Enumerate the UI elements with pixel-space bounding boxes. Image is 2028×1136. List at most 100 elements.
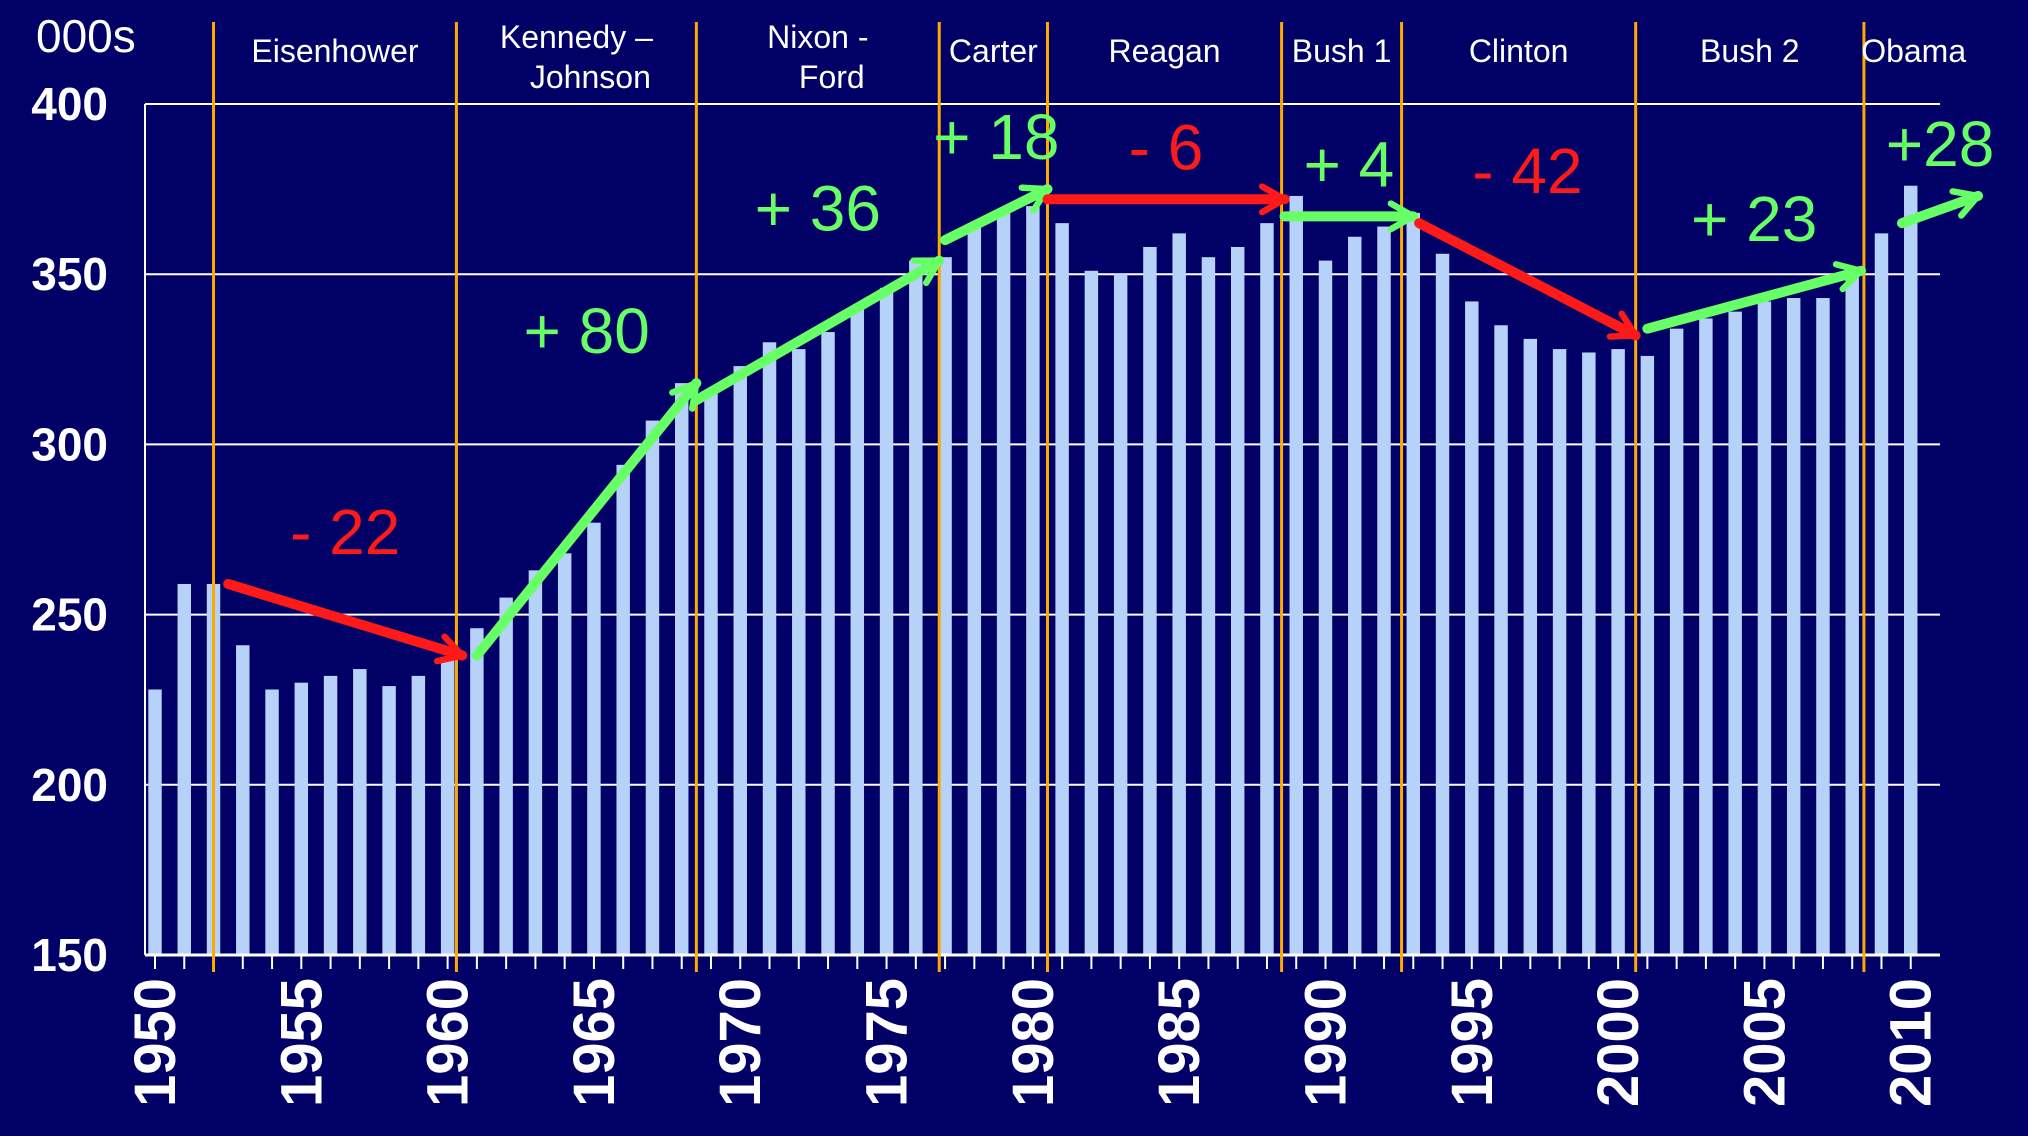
change-arrow <box>940 184 1053 246</box>
bar <box>382 686 396 955</box>
bar <box>616 464 630 955</box>
change-arrow <box>1414 218 1641 341</box>
y-tick-label: 200 <box>31 759 108 811</box>
era-dividers <box>212 22 1866 972</box>
change-label: +28 <box>1886 108 1995 180</box>
change-arrow <box>223 578 468 665</box>
bar <box>1318 260 1333 956</box>
bar <box>1348 236 1362 956</box>
y-tick-label: 350 <box>31 248 108 300</box>
x-tick-label: 2000 <box>1586 978 1651 1107</box>
bar <box>1582 352 1596 955</box>
bar <box>879 287 894 955</box>
change-label: + 80 <box>523 295 649 367</box>
bar <box>1143 246 1157 955</box>
bar <box>294 682 309 955</box>
bar <box>1406 212 1421 956</box>
y-tick-label: 300 <box>31 418 108 470</box>
bar <box>1699 318 1713 955</box>
bar <box>1552 349 1567 955</box>
change-label: - 42 <box>1472 135 1582 207</box>
bar <box>236 645 250 955</box>
unit-label: 000s <box>36 10 136 62</box>
era-label: Bush 2 <box>1700 33 1800 69</box>
x-tick-label: 2010 <box>1879 978 1944 1107</box>
bar <box>1874 233 1889 956</box>
change-arrows: - 22 + 80 + 36 + 18 - 6 + 4 - 42 + 23 +28 <box>223 101 1995 665</box>
bar <box>850 308 865 955</box>
bar <box>1904 185 1918 956</box>
bar <box>1523 338 1538 956</box>
era-label: Kennedy – <box>500 19 653 55</box>
change-label: + 23 <box>1691 183 1817 255</box>
axes: 150 200 250 300 350 400 1950 1955 1960 1965 1970 19… <box>31 78 1943 1107</box>
bar <box>1757 301 1772 955</box>
change-arrow <box>691 255 945 406</box>
bar <box>1465 301 1479 955</box>
bar <box>704 389 718 955</box>
bar <box>821 332 835 955</box>
x-tick-label: 1975 <box>855 978 920 1107</box>
bar <box>499 597 513 955</box>
bar <box>1113 274 1128 955</box>
change-label: - 6 <box>1129 111 1204 183</box>
bar <box>528 570 543 955</box>
bar <box>733 366 747 955</box>
era-label: Nixon - <box>767 19 868 55</box>
bar <box>1230 246 1245 955</box>
bar <box>1084 270 1099 955</box>
era-label: Reagan <box>1109 33 1221 69</box>
bar <box>470 628 484 955</box>
change-label: - 22 <box>290 496 400 568</box>
bar <box>323 675 338 955</box>
bar <box>557 553 572 955</box>
bar <box>792 349 806 955</box>
y-tick-label: 400 <box>31 78 108 130</box>
bar <box>1172 233 1186 956</box>
change-label: + 18 <box>933 101 1059 173</box>
bar <box>411 675 426 955</box>
bar <box>967 223 982 955</box>
bar <box>1201 257 1216 955</box>
bar <box>1640 355 1655 955</box>
change-arrow <box>1642 261 1866 334</box>
chart-text: 000s Eisenhower Kennedy – Johnson Nixon - Fo… <box>36 10 1966 95</box>
bar <box>1377 226 1391 955</box>
change-label: + 36 <box>755 173 881 245</box>
bar <box>1786 298 1801 955</box>
bars <box>148 185 1918 956</box>
x-tick-label: 1950 <box>123 978 188 1107</box>
bar <box>762 342 777 955</box>
bar <box>1260 223 1274 955</box>
x-tick-label: 1980 <box>1001 978 1066 1107</box>
era-label: Obama <box>1861 33 1966 69</box>
bar <box>1845 277 1859 955</box>
era-label: Clinton <box>1469 33 1569 69</box>
bar <box>177 583 191 955</box>
x-tick-label: 1995 <box>1440 978 1505 1107</box>
x-tick-label: 1970 <box>708 978 773 1107</box>
y-tick-label: 250 <box>31 589 108 641</box>
x-tick-label: 1965 <box>562 978 627 1107</box>
era-label: Carter <box>949 33 1038 69</box>
bar <box>1494 325 1508 955</box>
bar <box>1611 349 1625 955</box>
bar <box>909 260 923 956</box>
bar <box>587 522 601 955</box>
y-tick-label: 150 <box>31 929 108 981</box>
bar <box>353 669 367 955</box>
bar <box>1026 206 1040 955</box>
bar <box>1289 195 1303 955</box>
bar <box>1055 223 1069 955</box>
era-label: Eisenhower <box>251 33 419 69</box>
bar <box>674 383 689 955</box>
bar <box>440 658 455 955</box>
x-tick-label: 1960 <box>416 978 481 1107</box>
x-tick-label: 1985 <box>1147 978 1212 1107</box>
bar <box>148 689 162 955</box>
change-label: + 4 <box>1304 128 1395 200</box>
era-label: Johnson <box>530 59 651 95</box>
era-label: Bush 1 <box>1292 33 1392 69</box>
